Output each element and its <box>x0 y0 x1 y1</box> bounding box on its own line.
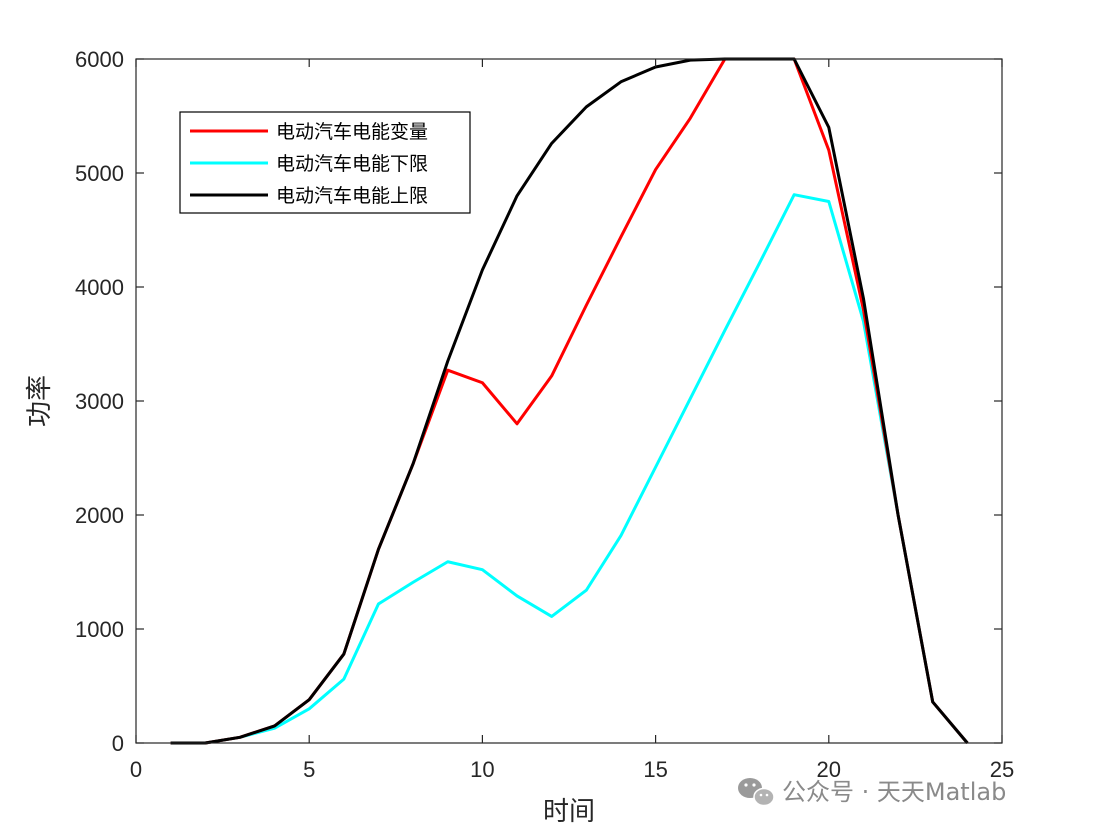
y-tick-label-2000: 2000 <box>75 503 124 528</box>
legend-label-variable: 电动汽车电能变量 <box>276 121 428 143</box>
series-line-lower <box>170 193 969 745</box>
series-line-upper <box>170 57 969 745</box>
series-layer <box>170 57 969 745</box>
x-tick-label-0: 0 <box>130 757 142 782</box>
legend-label-lower: 电动汽车电能下限 <box>276 153 428 175</box>
x-tick-label-10: 10 <box>470 757 494 782</box>
x-axis-label: 时间 <box>543 797 595 827</box>
y-tick-label-3000: 3000 <box>75 389 124 414</box>
y-tick-label-5000: 5000 <box>75 161 124 186</box>
y-tick-label-4000: 4000 <box>75 275 124 300</box>
y-axis-label: 功率 <box>25 375 55 427</box>
wechat-icon <box>738 778 775 807</box>
x-tick-label-20: 20 <box>817 757 841 782</box>
x-tick-label-15: 15 <box>643 757 667 782</box>
y-tick-label-6000: 6000 <box>75 47 124 72</box>
legend-label-upper: 电动汽车电能上限 <box>276 185 428 207</box>
x-tick-label-25: 25 <box>990 757 1014 782</box>
watermark-text: 公众号 · 天天Matlab <box>782 778 1006 806</box>
x-tick-label-5: 5 <box>303 757 315 782</box>
y-tick-label-0: 0 <box>112 731 124 756</box>
y-tick-label-1000: 1000 <box>75 617 124 642</box>
axes-layer: 0 5 10 15 20 25 0 1000 2000 3000 4000 5000 6000 <box>75 47 1014 782</box>
watermark: 公众号 · 天天Matlab <box>738 778 1006 807</box>
legend: 电动汽车电能变量 电动汽车电能下限 电动汽车电能上限 <box>179 111 471 214</box>
